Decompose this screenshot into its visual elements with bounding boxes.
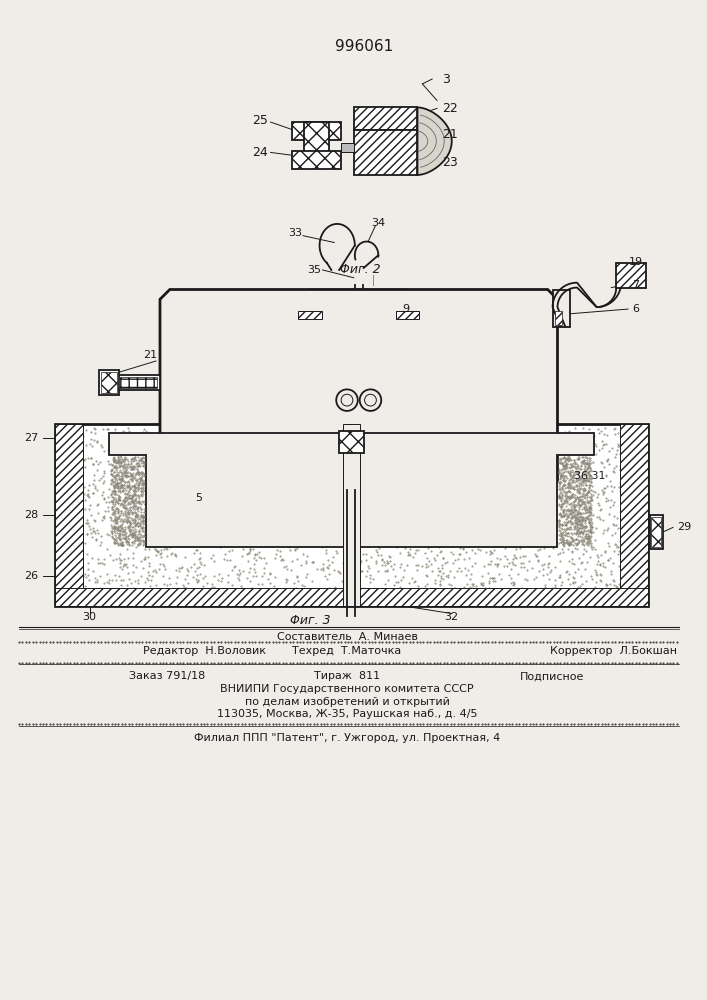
Bar [620, 424, 648, 606]
Bar [292, 151, 341, 169]
Polygon shape [310, 319, 408, 407]
Text: 25: 25 [252, 114, 268, 127]
Bar [617, 263, 645, 288]
Bar [55, 424, 648, 606]
Text: 36 31: 36 31 [574, 471, 606, 481]
Bar [99, 370, 119, 395]
Text: Подписное: Подписное [520, 671, 585, 681]
Text: Заказ 791/18: Заказ 791/18 [129, 671, 205, 681]
Bar [651, 517, 661, 547]
Bar [101, 372, 117, 393]
Text: 28: 28 [24, 510, 39, 520]
Text: 30: 30 [83, 612, 96, 622]
Polygon shape [160, 290, 310, 490]
Text: 6: 6 [632, 304, 639, 314]
Text: Φиг. 3: Φиг. 3 [290, 614, 331, 627]
Polygon shape [160, 290, 558, 490]
Bar [650, 515, 663, 549]
Polygon shape [109, 433, 594, 547]
Polygon shape [298, 290, 419, 407]
Text: по делам изобретений и открытий: по делам изобретений и открытий [245, 697, 450, 707]
Bar [354, 130, 417, 175]
Bar [554, 311, 562, 325]
Text: 35: 35 [308, 265, 322, 275]
Text: 23: 23 [442, 156, 457, 169]
Text: Корректор  Л.Бокшан: Корректор Л.Бокшан [549, 646, 677, 656]
Bar [116, 375, 160, 390]
Bar [341, 143, 354, 152]
Text: 9: 9 [402, 304, 409, 314]
Polygon shape [57, 426, 645, 604]
Text: Редактор  Н.Воловик: Редактор Н.Воловик [144, 646, 267, 656]
Bar [343, 424, 360, 606]
Text: Φиг. 2: Φиг. 2 [340, 263, 381, 276]
Text: 19: 19 [629, 257, 643, 267]
Text: 34: 34 [371, 218, 385, 228]
Text: 22: 22 [442, 102, 457, 115]
Bar [55, 588, 648, 606]
Text: 996061: 996061 [334, 39, 393, 54]
Text: 33: 33 [288, 228, 302, 238]
Text: 32: 32 [445, 612, 459, 622]
Bar [292, 122, 341, 140]
Text: Составитель  А. Минаев: Составитель А. Минаев [276, 632, 417, 642]
Bar [55, 424, 83, 606]
Bar [298, 311, 322, 319]
Text: 3: 3 [442, 73, 450, 86]
Text: Филиал ППП "Патент", г. Ужгород, ул. Проектная, 4: Филиал ППП "Патент", г. Ужгород, ул. Про… [194, 733, 500, 743]
Text: 29: 29 [677, 522, 691, 532]
Text: 27: 27 [24, 433, 39, 443]
Bar [396, 311, 419, 319]
Text: 21: 21 [442, 128, 457, 141]
Polygon shape [408, 290, 558, 490]
Text: 24: 24 [252, 146, 268, 159]
Text: 5: 5 [196, 493, 203, 503]
Text: ВНИИПИ Государственного комитета СССР: ВНИИПИ Государственного комитета СССР [220, 684, 474, 694]
Polygon shape [417, 107, 452, 175]
Text: 7: 7 [632, 280, 639, 290]
Bar [304, 122, 329, 161]
Bar [553, 290, 571, 327]
Text: Тираж  811: Тираж 811 [314, 671, 380, 681]
Polygon shape [160, 290, 558, 490]
Bar [339, 431, 364, 453]
Text: Техред  Т.Маточка: Техред Т.Маточка [293, 646, 402, 656]
Text: 26: 26 [25, 571, 39, 581]
Bar [119, 377, 157, 388]
Text: 113035, Москва, Ж-35, Раушская наб., д. 4/5: 113035, Москва, Ж-35, Раушская наб., д. … [217, 709, 477, 719]
Text: 21: 21 [143, 350, 157, 360]
Bar [354, 107, 417, 130]
